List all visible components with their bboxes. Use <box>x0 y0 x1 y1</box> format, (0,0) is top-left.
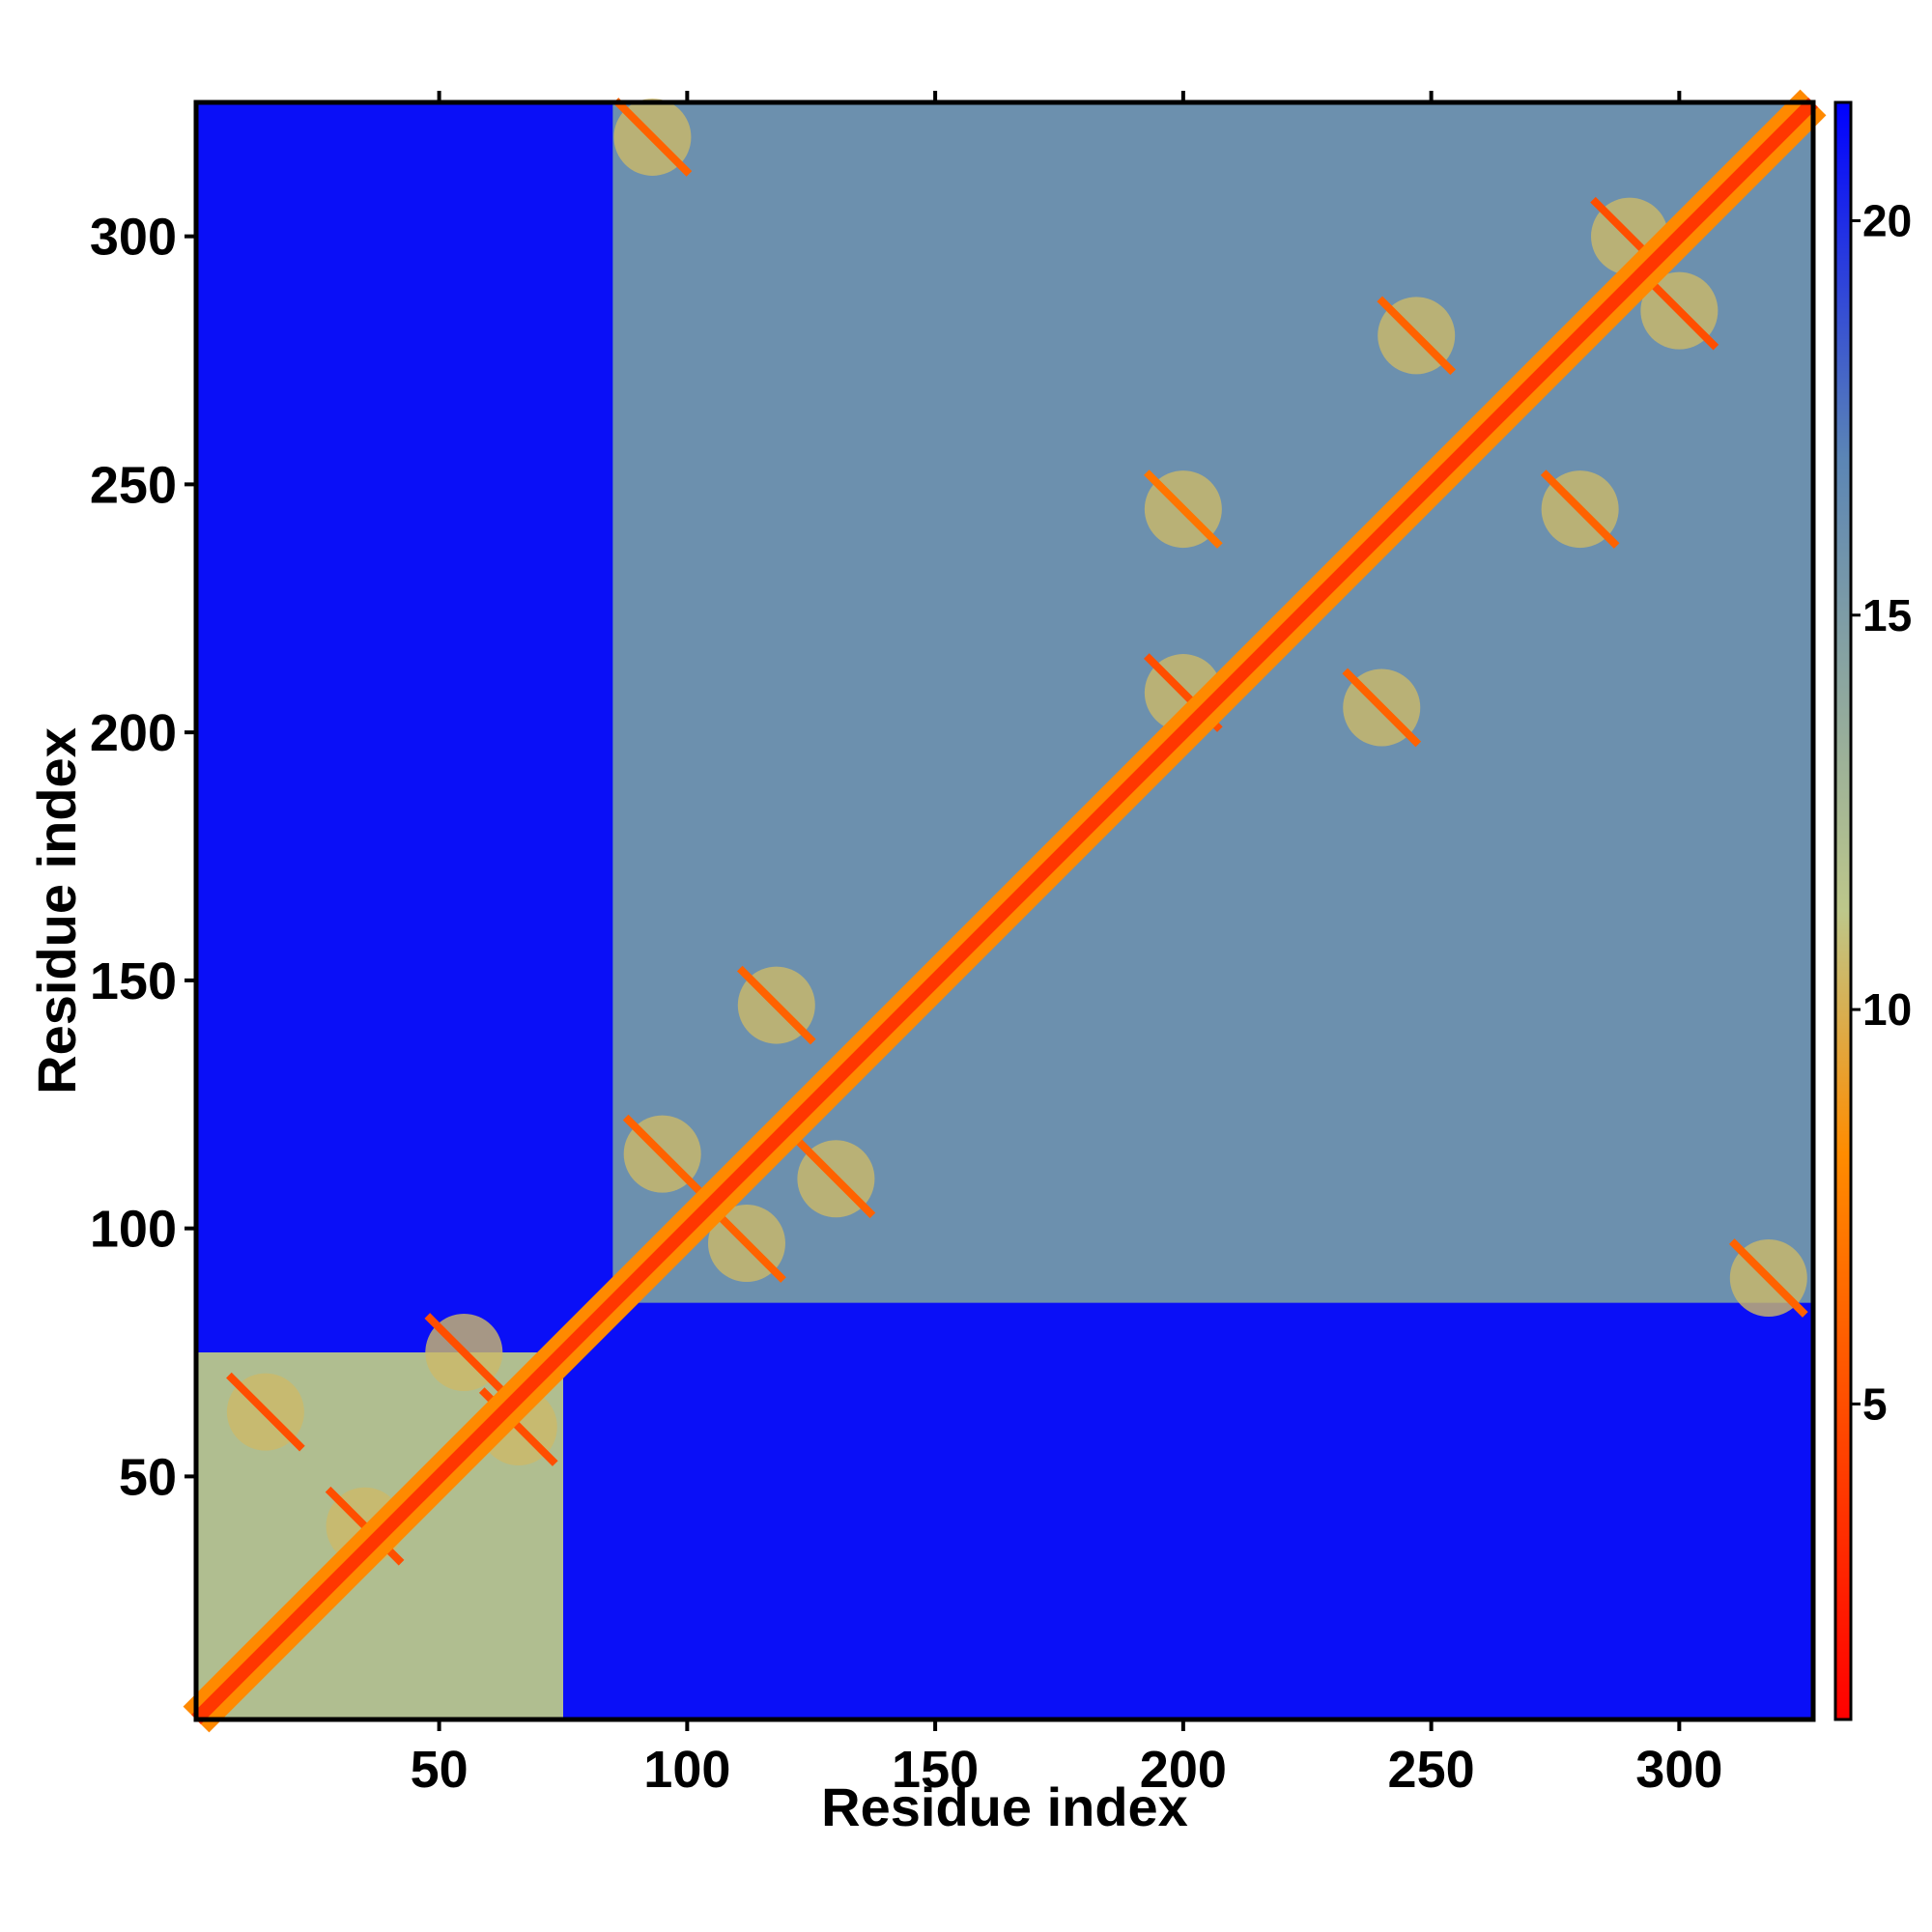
x-tick-label: 100 <box>643 1741 730 1799</box>
x-tick-label: 50 <box>411 1741 469 1799</box>
y-tick-label: 200 <box>90 704 177 762</box>
colorbar-tick-label: 15 <box>1862 590 1912 640</box>
top-axis-ticks <box>437 91 1682 102</box>
y-axis-title: Residue index <box>26 727 87 1094</box>
colorbar-gradient <box>1833 100 1853 1721</box>
contact-mark <box>736 965 816 1045</box>
colorbar <box>1833 100 1853 1721</box>
colorbar-tick-label: 10 <box>1862 984 1912 1035</box>
heatmap <box>183 89 1827 1733</box>
x-axis-title: Residue index <box>821 1776 1188 1837</box>
contact-mark <box>226 1372 305 1452</box>
colorbar-tick-label: 20 <box>1862 195 1912 245</box>
contact-mark <box>1377 296 1457 376</box>
colorbar-tick-label: 5 <box>1862 1378 1888 1429</box>
y-axis: 50 100 150 200 250 300 <box>90 209 196 1506</box>
contact-mark <box>612 98 693 177</box>
y-tick-label: 100 <box>90 1201 177 1259</box>
x-tick-label: 150 <box>892 1741 979 1799</box>
contact-mark <box>622 1114 702 1194</box>
x-tick-label: 250 <box>1388 1741 1475 1799</box>
y-tick-label: 250 <box>90 456 177 514</box>
y-tick-label: 50 <box>119 1448 177 1506</box>
contact-mark <box>1728 1238 1808 1318</box>
x-axis: 50 100 150 200 250 300 <box>411 1719 1722 1799</box>
y-tick-label: 300 <box>90 209 177 267</box>
x-tick-label: 200 <box>1140 1741 1227 1799</box>
plot-frame <box>193 99 1816 1722</box>
colorbar-ticks: 5 10 15 20 <box>1851 195 1912 1429</box>
contact-mark <box>1540 469 1620 549</box>
diagonal-band <box>191 98 1818 1724</box>
contact-mark <box>1342 668 1422 748</box>
contact-mark <box>1144 469 1223 549</box>
contact-mark <box>424 1313 504 1392</box>
y-tick-label: 150 <box>90 952 177 1010</box>
contact-mark <box>796 1139 876 1219</box>
x-tick-label: 300 <box>1635 1741 1722 1799</box>
